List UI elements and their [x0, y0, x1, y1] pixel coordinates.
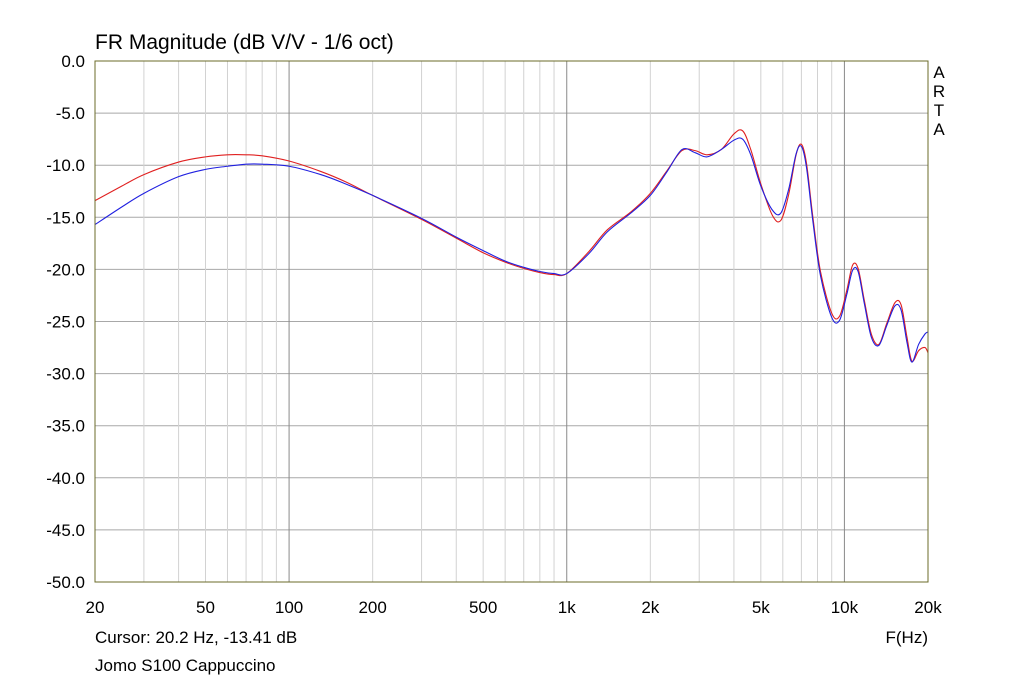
x-axis-tick-labels: 20 50 100 200 500 1k 2k 5k 10k 20k — [86, 598, 943, 617]
y-tick-label: -20.0 — [46, 260, 85, 279]
x-tick-label: 20 — [86, 598, 105, 617]
y-tick-label: -35.0 — [46, 417, 85, 436]
plot-area — [95, 129, 928, 363]
y-tick-label: -25.0 — [46, 313, 85, 332]
y-tick-label: -50.0 — [46, 573, 85, 592]
y-tick-label: -30.0 — [46, 365, 85, 384]
series-red-line — [95, 129, 928, 362]
y-tick-label: -45.0 — [46, 521, 85, 540]
x-tick-label: 10k — [831, 598, 859, 617]
x-tick-label: 100 — [275, 598, 303, 617]
chart-title: FR Magnitude (dB V/V - 1/6 oct) — [95, 31, 394, 54]
series-blue-line — [95, 137, 928, 363]
y-tick-label: -10.0 — [46, 156, 85, 175]
measurement-name: Jomo S100 Cappuccino — [95, 656, 276, 675]
x-tick-label: 200 — [358, 598, 386, 617]
x-axis-label: F(Hz) — [886, 628, 928, 647]
x-tick-label: 500 — [469, 598, 497, 617]
x-tick-label: 2k — [641, 598, 659, 617]
series-lines — [95, 129, 928, 363]
x-tick-label: 20k — [914, 598, 942, 617]
watermark-letter: R — [933, 82, 945, 101]
y-tick-label: -40.0 — [46, 469, 85, 488]
watermark-letter: A — [933, 120, 945, 139]
watermark-letter: T — [934, 101, 944, 120]
watermark-letter: A — [933, 63, 945, 82]
x-tick-label: 5k — [752, 598, 770, 617]
cursor-readout: Cursor: 20.2 Hz, -13.41 dB — [95, 628, 297, 647]
y-axis-tick-labels: 0.0 -5.0 -10.0 -15.0 -20.0 -25.0 -30.0 -35.0 -40… — [46, 52, 85, 592]
y-tick-label: 0.0 — [61, 52, 85, 71]
x-tick-label: 50 — [196, 598, 215, 617]
grid-lines — [95, 60, 928, 583]
plot-frame — [94, 60, 929, 583]
y-tick-label: -15.0 — [46, 208, 85, 227]
x-tick-label: 1k — [558, 598, 576, 617]
y-tick-label: -5.0 — [56, 104, 85, 123]
